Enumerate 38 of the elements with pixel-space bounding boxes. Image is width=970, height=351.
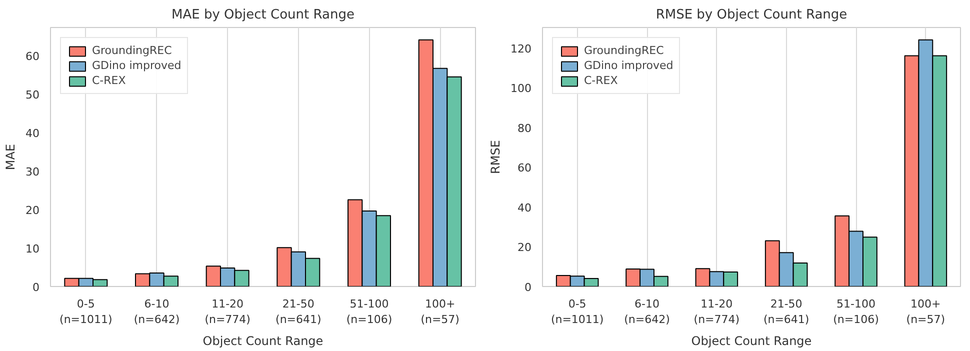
y-axis-title: MAE [4,144,18,170]
y-tick-label: 30 [26,165,40,178]
x-tick-label: 51-100 (n=106) [833,298,879,326]
y-tick-label: 50 [26,88,40,102]
x-tick-label: 21-50 (n=641) [763,298,810,326]
legend-label: C-REX [584,74,618,87]
x-tick-label: 0-5 (n=1011) [60,298,112,326]
y-tick-label: 10 [26,242,40,256]
legend-label: GDino improved [92,59,182,72]
x-axis-title: Object Count Range [691,334,812,348]
x-tick-label: 6-10 (n=642) [624,298,670,326]
y-tick-label: 20 [26,204,40,217]
y-tick-label: 60 [518,162,532,175]
x-tick-label: 11-20 (n=774) [204,298,250,326]
y-tick-label: 60 [26,50,40,63]
chart-title: RMSE by Object Count Range [656,8,848,22]
x-axis-title: Object Count Range [202,334,324,348]
y-tick-label: 0 [32,281,40,294]
y-tick-label: 80 [518,122,532,135]
legend-label: GDino improved [584,59,674,72]
x-tick-label: 21-50 (n=641) [276,298,322,326]
chart-title: MAE by Object Count Range [172,8,354,22]
x-tick-label: 100+ (n=57) [420,298,460,326]
y-tick-label: 100 [510,82,532,96]
y-tick-label: 40 [26,126,40,140]
x-tick-label: 100+ (n=57) [906,298,946,326]
x-tick-label: 11-20 (n=774) [694,298,740,326]
y-tick-label: 0 [524,281,532,294]
legend-label: GroundingREC [92,44,172,57]
y-tick-label: 40 [518,201,532,214]
legend-label: C-REX [92,74,126,87]
y-axis-title: RMSE [488,140,503,174]
y-tick-label: 120 [510,42,532,56]
y-tick-label: 20 [518,241,532,254]
x-tick-label: 6-10 (n=642) [134,298,180,326]
x-tick-label: 51-100 (n=106) [346,298,392,326]
x-tick-label: 0-5 (n=1011) [550,298,604,326]
legend-label: GroundingREC [584,44,664,57]
